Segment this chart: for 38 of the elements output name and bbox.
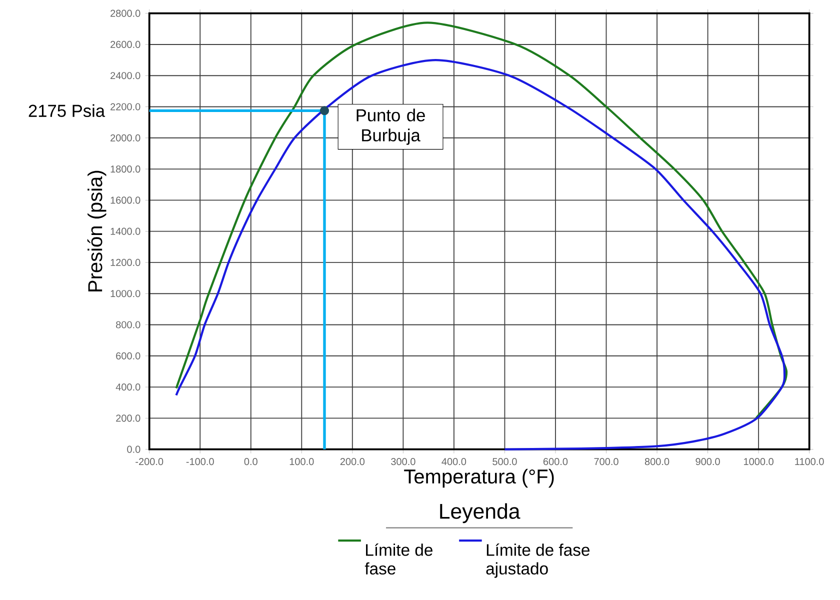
y-tick-label: 400.0 [116, 383, 140, 391]
y-tick-label: 1800.0 [110, 166, 140, 173]
y-tick-label: 1200.0 [110, 258, 140, 266]
x-tick-label: 600.0 [543, 458, 568, 466]
x-tick-label: -100.0 [186, 458, 214, 466]
y-tick-label: 1000.0 [110, 290, 140, 298]
line-series [175, 58, 786, 450]
x-tick-label: -200.0 [136, 458, 164, 466]
y-tick-label: 2000.0 [110, 134, 140, 142]
x-tick-label: 300.0 [391, 458, 416, 466]
y-tick-label: 2800.0 [110, 10, 140, 17]
y-tick-label: 1400.0 [110, 228, 140, 235]
annotation: Punto de Burbuja [356, 108, 425, 145]
y-tick-label: 800.0 [116, 321, 140, 328]
y-axis-title: Presión (psia) [87, 170, 106, 292]
y-tick-label: 0.0 [127, 446, 140, 453]
x-tick-label: 1100.0 [795, 458, 824, 466]
x-tick-label: 500.0 [492, 458, 517, 466]
legend-label: Límite de fase [364, 543, 432, 575]
x-axis-title: Temperatura (°F) [404, 468, 554, 488]
y-tick-label: 2200.0 [110, 103, 140, 110]
y-tick-label: 600.0 [116, 352, 140, 360]
x-tick-label: 400.0 [442, 458, 466, 466]
y-tick-label: 2400.0 [110, 72, 140, 80]
x-tick-label: 200.0 [340, 458, 365, 466]
x-tick-label: 100.0 [290, 458, 314, 466]
legend-title: Leyenda [440, 503, 520, 524]
y-tick-label: 200.0 [116, 414, 140, 422]
x-tick-label: 900.0 [696, 458, 720, 466]
y-tick-label: 1600.0 [110, 196, 140, 204]
line-series [175, 22, 788, 420]
x-tick-label: 800.0 [644, 458, 670, 466]
y-tick-label: 2600.0 [110, 40, 140, 48]
x-tick-label: 700.0 [594, 458, 618, 466]
x-tick-label: 1000.0 [744, 458, 774, 466]
legend-label: Límite de fase ajustado [486, 543, 590, 578]
text: 2175 Psia [28, 104, 106, 118]
x-tick-label: 0.0 [244, 458, 258, 466]
